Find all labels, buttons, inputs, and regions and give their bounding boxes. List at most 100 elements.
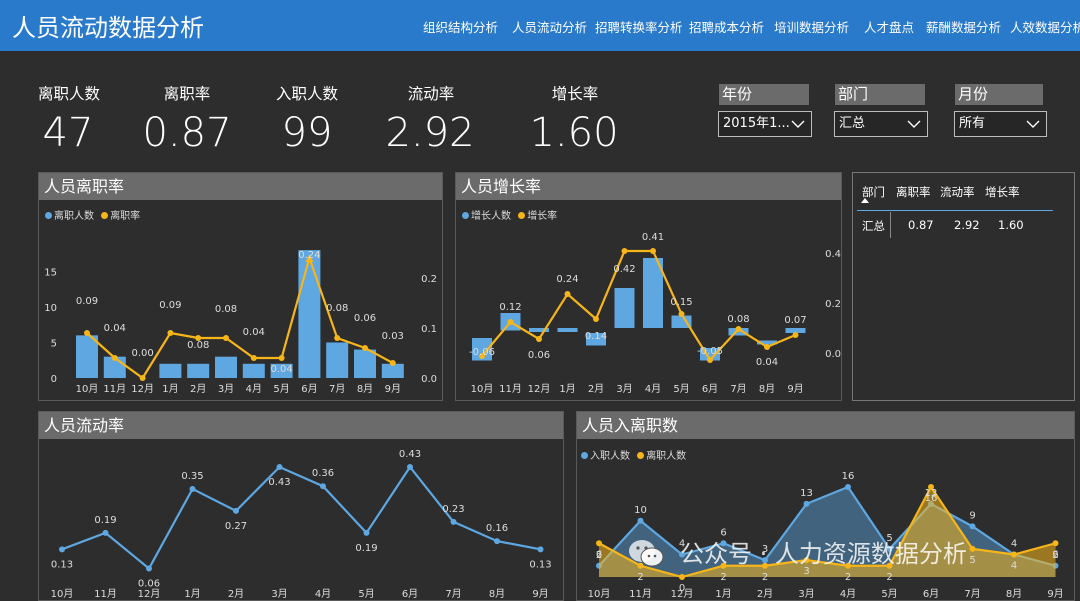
data-label-hires: 13 — [925, 488, 938, 499]
line-growth-rate — [481, 249, 796, 362]
hires-point — [720, 540, 727, 547]
turnover-chart: 0 5 10 15 0.0 0.1 0.2 0.09 0.04 0.00 0.09 0.08 0.08 0… — [44, 250, 437, 395]
nav-staff-flow[interactable]: 人员流动分析 — [512, 20, 588, 35]
slicer-year-value: 2015年1... — [723, 116, 790, 131]
table-header-growth[interactable]: 增长率 — [985, 185, 1020, 199]
table-header-dept[interactable]: 部门 — [862, 185, 885, 199]
legend-orange-dot — [518, 212, 526, 219]
data-label-hires: 10 — [634, 505, 647, 516]
point-turnover-rate — [111, 355, 118, 361]
x-tick-month: 3月 — [271, 588, 287, 600]
mobility-chart: 0.13 0.19 0.06 0.35 0.27 0.43 0.36 0.19 0.43 0.23… — [51, 449, 552, 600]
point-growth-rate — [707, 357, 713, 363]
data-label-exits: 4 — [1011, 561, 1017, 572]
x-tick-month: 10月 — [588, 588, 611, 600]
x-tick-month: 4月 — [645, 383, 661, 395]
legend-blue-dot — [581, 452, 588, 459]
point-turnover-rate — [139, 375, 146, 381]
x-tick-month: 8月 — [759, 383, 775, 395]
data-label-exits: 2 — [762, 572, 768, 583]
x-tick-month: 11月 — [103, 383, 126, 395]
legend-growth-count-label: 增长人数 — [471, 211, 511, 222]
x-tick-month: 9月 — [532, 588, 548, 600]
point-growth-rate — [792, 332, 799, 338]
nav-talent-review[interactable]: 人才盘点 — [864, 20, 915, 35]
data-label-hires: 4 — [1011, 539, 1017, 550]
data-label-mobility: 0.43 — [268, 477, 290, 488]
x-tick-month: 2月 — [588, 383, 604, 395]
legend-exits-label: 离职人数 — [54, 211, 94, 222]
point-turnover-rate — [250, 355, 257, 361]
y-right-tick: 0.4 — [825, 249, 841, 260]
table-header-mobility[interactable]: 流动率 — [940, 185, 975, 199]
point-mobility-rate — [276, 464, 283, 470]
x-tick-month: 4月 — [315, 588, 331, 600]
point-growth-rate — [507, 319, 514, 325]
x-tick-month: 6月 — [923, 588, 939, 600]
x-tick-month: 9月 — [1047, 588, 1063, 600]
point-mobility-rate — [102, 529, 109, 536]
nav-recruit-conversion[interactable]: 招聘转换率分析 — [595, 20, 683, 35]
point-turnover-peak — [305, 254, 314, 262]
nav-recruit-cost[interactable]: 招聘成本分析 — [689, 20, 765, 35]
x-tick-month: 9月 — [385, 383, 401, 395]
x-tick-month: 4月 — [840, 588, 856, 600]
point-growth-rate — [735, 326, 742, 332]
chevron-down-icon — [791, 112, 805, 145]
growth-legend: 增长人数 增长率 — [462, 207, 557, 222]
legend-blue-dot — [462, 212, 469, 219]
x-tick-month: 12月 — [528, 383, 551, 395]
x-tick-month: 2月 — [190, 383, 206, 395]
point-turnover-rate — [389, 360, 396, 366]
legend-blue-dot — [45, 212, 52, 219]
data-label-turnover: 0.09 — [76, 296, 98, 307]
hires-point — [845, 484, 851, 490]
nav-training[interactable]: 培训数据分析 — [774, 20, 850, 35]
data-label-turnover: 0.04 — [243, 327, 265, 338]
x-tick-month: 8月 — [357, 383, 373, 395]
slicer-dept-dropdown[interactable]: 汇总 — [834, 111, 928, 137]
slicer-month-value: 所有 — [959, 116, 986, 131]
data-label-turnover: 0.00 — [131, 348, 153, 359]
data-label-mobility: 0.36 — [312, 468, 334, 479]
x-tick-month: 7月 — [964, 588, 980, 600]
data-label-hires: 16 — [842, 471, 855, 482]
nav-org-structure[interactable]: 组织结构分析 — [423, 20, 499, 35]
table-header-turnover[interactable]: 离职率 — [896, 185, 931, 199]
data-label-growth: 0.06 — [528, 350, 550, 361]
growth-chart-panel: 人员增长率 增长人数 增长率 0.0 0.2 0.4 -0.06 0.12 0.06 0.2… — [455, 172, 842, 401]
point-mobility-rate — [59, 546, 65, 553]
x-tick-month: 11月 — [499, 383, 522, 395]
x-tick-month: 3月 — [616, 383, 632, 395]
point-growth-rate — [536, 336, 542, 342]
y-left-tick: 0 — [51, 374, 57, 385]
chevron-down-icon — [907, 112, 921, 145]
x-tick-month: 3月 — [218, 383, 234, 395]
point-growth-rate — [479, 353, 485, 359]
x-tick-month: 6月 — [702, 383, 718, 395]
table-cell-dept: 汇总 — [862, 219, 885, 233]
summary-table-panel — [852, 172, 1075, 401]
x-tick-month: 10月 — [76, 383, 99, 395]
data-label-mobility: 0.27 — [225, 521, 247, 532]
kpi-mobility-value: 2.92 — [385, 110, 475, 156]
nav-compensation[interactable]: 薪酬数据分析 — [926, 20, 1002, 35]
exits-point — [1011, 551, 1017, 558]
hires-exits-chart-title: 人员入离职数 — [577, 412, 1074, 439]
slicer-year-dropdown[interactable]: 2015年1... — [718, 111, 812, 137]
x-tick-month: 1月 — [559, 383, 575, 395]
slicer-month-dropdown[interactable]: 所有 — [954, 111, 1047, 137]
exits-line — [598, 484, 1056, 579]
bar-growth-count — [557, 328, 578, 332]
nav-efficiency[interactable]: 人效数据分析 — [1010, 20, 1080, 35]
bar-growth-count — [671, 315, 692, 328]
exits-point — [803, 557, 810, 564]
kpi-growth-label: 增长率 — [551, 85, 599, 103]
data-label-turnover: 0.09 — [159, 300, 181, 311]
data-label-growth: 0.04 — [756, 357, 778, 368]
x-tick-month: 4月 — [246, 383, 262, 395]
data-label-exits: 6 — [596, 549, 602, 560]
data-label-growth: 0.12 — [499, 302, 521, 313]
exits-point — [1052, 540, 1059, 547]
point-mobility-rate — [537, 546, 544, 553]
